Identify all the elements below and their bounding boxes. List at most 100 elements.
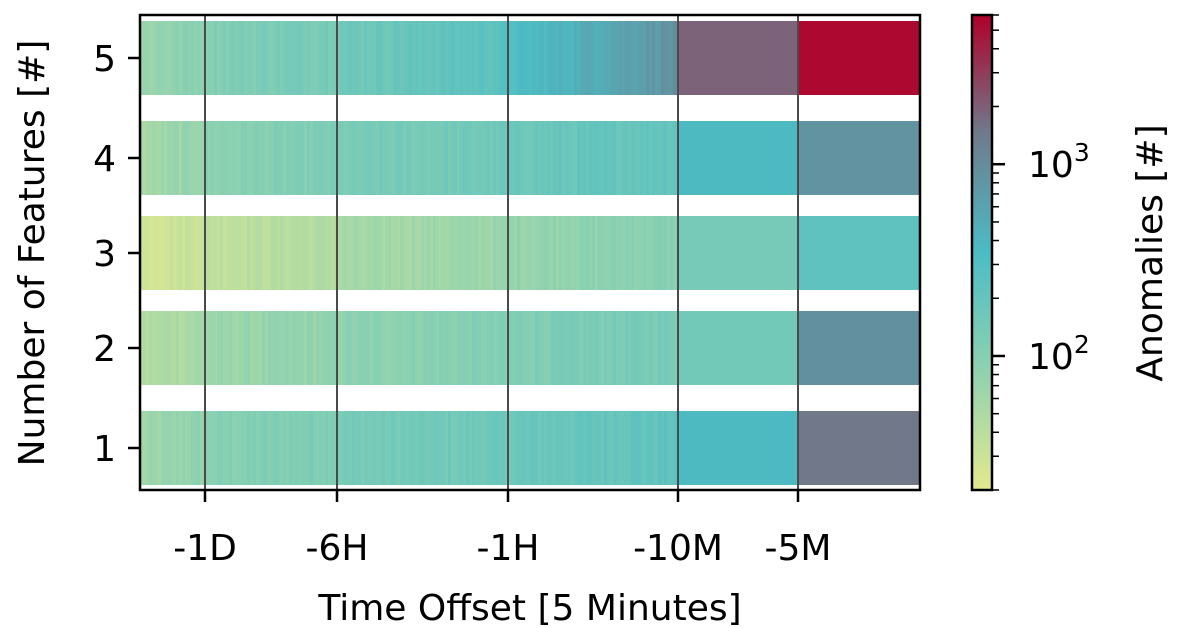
- heatmap-cell: [421, 411, 425, 485]
- heatmap-cell: [571, 311, 575, 385]
- heatmap-cell: [412, 21, 416, 95]
- heatmap-cell: [343, 21, 347, 95]
- heatmap-cell: [208, 411, 212, 485]
- heatmap-cell: [247, 216, 251, 290]
- heatmap-cell: [646, 121, 650, 195]
- heatmap-cell: [616, 311, 620, 385]
- heatmap-cell: [388, 21, 392, 95]
- heatmap-cell: [664, 311, 668, 385]
- heatmap-cell: [412, 121, 416, 195]
- heatmap-cell: [382, 411, 386, 485]
- heatmap-cell: [514, 411, 518, 485]
- heatmap-cell: [364, 21, 368, 95]
- heatmap-cell: [247, 21, 251, 95]
- heatmap-cell: [649, 121, 653, 195]
- heatmap-cell: [466, 311, 470, 385]
- heatmap-cell: [155, 216, 159, 290]
- heatmap-cell: [343, 311, 347, 385]
- heatmap-cell: [598, 121, 602, 195]
- heatmap-cell: [517, 216, 521, 290]
- heatmap-cell: [610, 21, 614, 95]
- heatmap-cell: [490, 311, 494, 385]
- heatmap-cell: [583, 411, 587, 485]
- heatmap-cell: [283, 121, 287, 195]
- heatmap-cell: [274, 311, 278, 385]
- heatmap-cell: [562, 121, 566, 195]
- heatmap-cell: [667, 21, 671, 95]
- heatmap-cell: [535, 121, 539, 195]
- heatmap-cell: [256, 216, 260, 290]
- heatmap-cell: [205, 121, 209, 195]
- heatmap-cell: [158, 21, 162, 95]
- heatmap-cell: [382, 121, 386, 195]
- heatmap-cell: [619, 311, 623, 385]
- heatmap-row-4: [140, 121, 920, 195]
- heatmap-cell: [340, 21, 344, 95]
- heatmap-cell: [508, 311, 512, 385]
- heatmap-cell: [149, 411, 153, 485]
- heatmap-cell: [634, 411, 638, 485]
- heatmap-cell: [643, 121, 647, 195]
- heatmap-cell: [460, 216, 464, 290]
- heatmap-cell: [259, 311, 263, 385]
- heatmap-cell: [523, 411, 527, 485]
- heatmap-cell: [583, 311, 587, 385]
- heatmap-cell: [622, 21, 626, 95]
- heatmap-cell: [427, 121, 431, 195]
- heatmap-cell: [625, 121, 629, 195]
- heatmap-cell: [382, 216, 386, 290]
- heatmap-cell: [334, 21, 337, 95]
- heatmap-cell: [421, 121, 425, 195]
- heatmap-cell: [140, 411, 144, 485]
- heatmap-cell: [283, 21, 287, 95]
- heatmap-cell: [532, 121, 536, 195]
- heatmap-cell: [385, 411, 389, 485]
- heatmap-cell: [188, 121, 192, 195]
- heatmap-cell: [490, 21, 494, 95]
- heatmap-cell: [678, 311, 798, 385]
- heatmap-cell: [472, 216, 476, 290]
- heatmap-cell: [499, 121, 503, 195]
- heatmap-cell: [580, 121, 584, 195]
- heatmap-cell: [214, 121, 218, 195]
- colorbar-tick-label: 103: [1028, 138, 1090, 186]
- heatmap-cell: [673, 121, 677, 195]
- heatmap-cell: [185, 311, 189, 385]
- heatmap-cell: [469, 411, 473, 485]
- heatmap-cell: [143, 411, 147, 485]
- heatmap-cell: [607, 21, 611, 95]
- heatmap-cell: [149, 216, 153, 290]
- heatmap-cell: [661, 216, 665, 290]
- x-tick-label: -6H: [306, 528, 369, 569]
- heatmap-cell: [394, 21, 398, 95]
- heatmap-cell: [556, 411, 560, 485]
- heatmap-cell: [571, 21, 575, 95]
- heatmap-cell: [343, 121, 347, 195]
- heatmap-cell: [568, 311, 572, 385]
- heatmap-cell: [235, 216, 239, 290]
- heatmap-cell: [167, 21, 171, 95]
- heatmap-cell: [211, 411, 215, 485]
- heatmap-cell: [256, 311, 260, 385]
- heatmap-cell: [197, 121, 201, 195]
- heatmap-cell: [253, 21, 257, 95]
- heatmap-cell: [616, 121, 620, 195]
- heatmap-cell: [155, 311, 159, 385]
- heatmap-cell: [502, 21, 506, 95]
- heatmap-cell: [496, 411, 500, 485]
- heatmap-cell: [520, 121, 524, 195]
- heatmap-cell: [643, 216, 647, 290]
- heatmap-cell: [304, 21, 308, 95]
- heatmap-cell: [349, 121, 353, 195]
- heatmap-cell: [226, 311, 230, 385]
- heatmap-cell: [640, 121, 644, 195]
- heatmap-cell: [517, 411, 521, 485]
- heatmap-cell: [556, 21, 560, 95]
- heatmap-cell: [625, 411, 629, 485]
- heatmap-cell: [598, 216, 602, 290]
- heatmap-cell: [176, 21, 180, 95]
- heatmap-cell: [592, 411, 596, 485]
- heatmap-cell: [616, 21, 620, 95]
- heatmap-cell: [200, 411, 204, 485]
- heatmap-cell: [418, 121, 422, 195]
